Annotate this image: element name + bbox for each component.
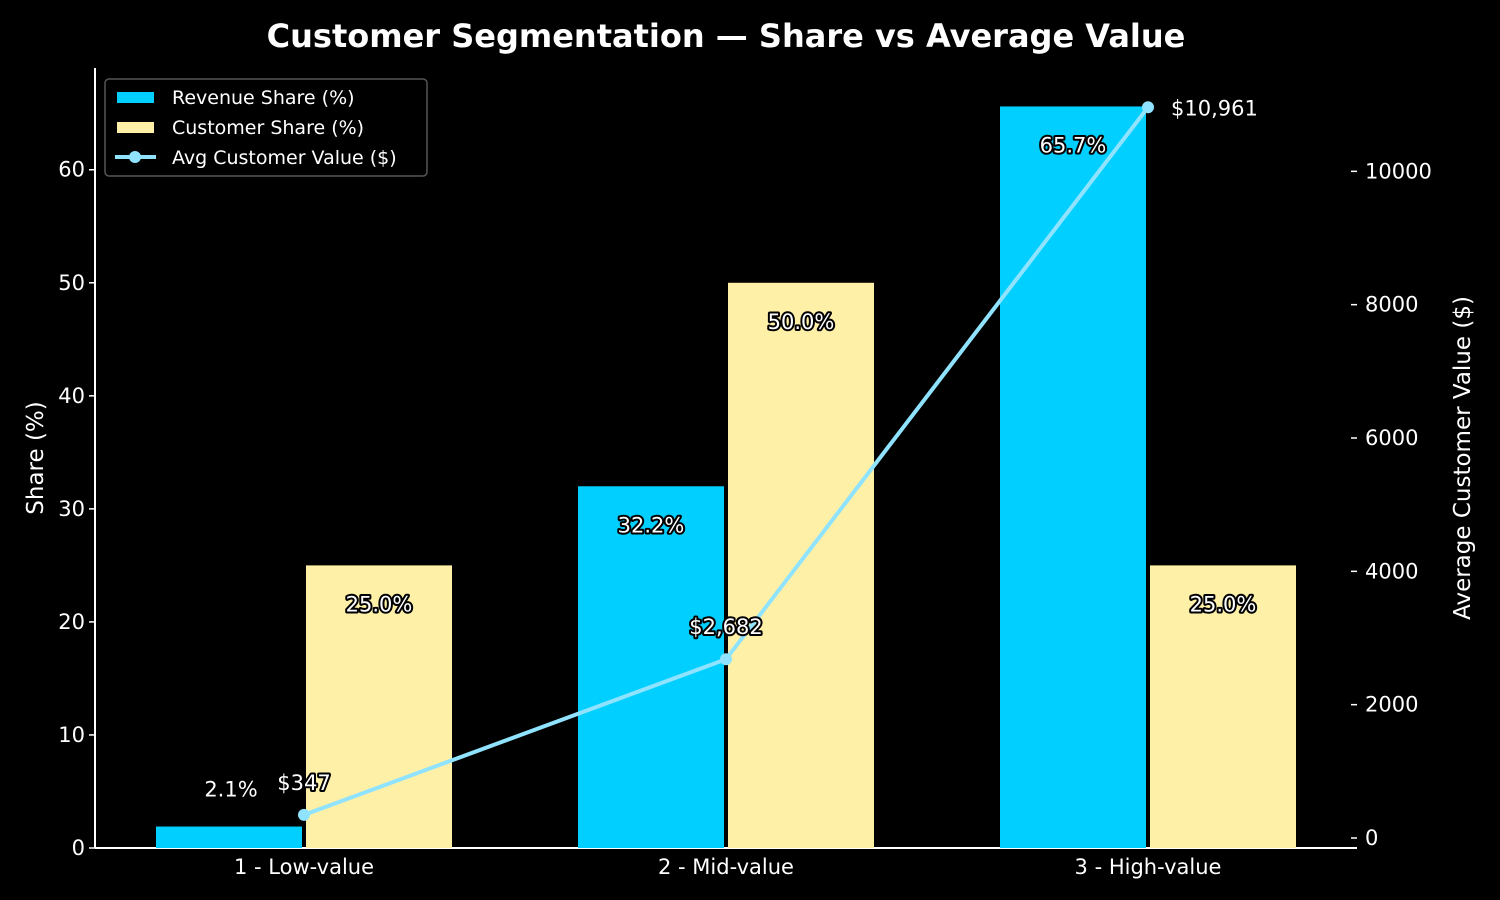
axes: 0 10 20 30 40 50 60 0 2000 4000 6000 8000 10000 1 - L… [58, 68, 1432, 879]
legend-label-avg-value: Avg Customer Value ($) [172, 147, 397, 169]
line-label: $347 [277, 771, 330, 795]
chart-title: Customer Segmentation — Share vs Average… [267, 17, 1186, 55]
y-right-tick-label: 8000 [1365, 293, 1418, 317]
y-tick-label: 0 [72, 836, 85, 860]
data-labels: 2.1% 32.2% 65.7% 25.0% 50.0% 25.0% $347 $2,682 $… [204, 96, 1258, 801]
avg-value-line [298, 101, 1154, 821]
y-right-tick-label: 6000 [1365, 426, 1418, 450]
legend-swatch-customer [117, 122, 154, 133]
y-tick-label: 20 [58, 610, 85, 634]
legend-swatch-revenue [117, 92, 154, 103]
y-right-tick-label: 4000 [1365, 559, 1418, 583]
y-right-tick-label: 10000 [1365, 159, 1432, 183]
legend-swatch-marker [129, 151, 141, 163]
bar-customer [306, 565, 452, 848]
bar-label: 25.0% [346, 592, 413, 616]
line-label: $2,682 [689, 615, 762, 639]
y-axis-label-right: Average Customer Value ($) [1450, 296, 1476, 620]
y-right-tick-label: 2000 [1365, 693, 1418, 717]
y-tick-label: 50 [58, 271, 85, 295]
y-tick-label: 10 [58, 723, 85, 747]
legend-label-revenue: Revenue Share (%) [172, 87, 355, 109]
bar-label: 50.0% [768, 310, 835, 334]
line-label: $10,961 [1171, 96, 1258, 120]
bar-revenue [156, 826, 302, 848]
y-tick-label: 60 [58, 158, 85, 182]
bar-revenue [1000, 106, 1146, 848]
bar-label: 25.0% [1190, 592, 1257, 616]
bar-label: 2.1% [204, 778, 257, 802]
bar-customer [728, 282, 874, 849]
legend-label-customer: Customer Share (%) [172, 117, 364, 139]
bar-label: 32.2% [618, 513, 685, 537]
x-tick-label: 2 - Mid-value [658, 855, 794, 879]
avg-value-point [298, 808, 310, 821]
y-right-tick-label: 0 [1365, 826, 1378, 850]
x-tick-label: 1 - Low-value [234, 855, 374, 879]
avg-value-point [720, 653, 732, 666]
bar-customer [1150, 565, 1296, 848]
bar-label: 65.7% [1040, 133, 1107, 157]
y-tick-label: 40 [58, 384, 85, 408]
y-axis-label: Share (%) [23, 401, 49, 514]
legend-box [104, 78, 428, 177]
x-tick-label: 3 - High-value [1075, 855, 1222, 879]
y-tick-label: 30 [58, 497, 85, 521]
avg-value-point [1142, 101, 1154, 114]
bars [156, 106, 1296, 849]
legend: Revenue Share (%) Customer Share (%) Avg… [104, 78, 428, 177]
